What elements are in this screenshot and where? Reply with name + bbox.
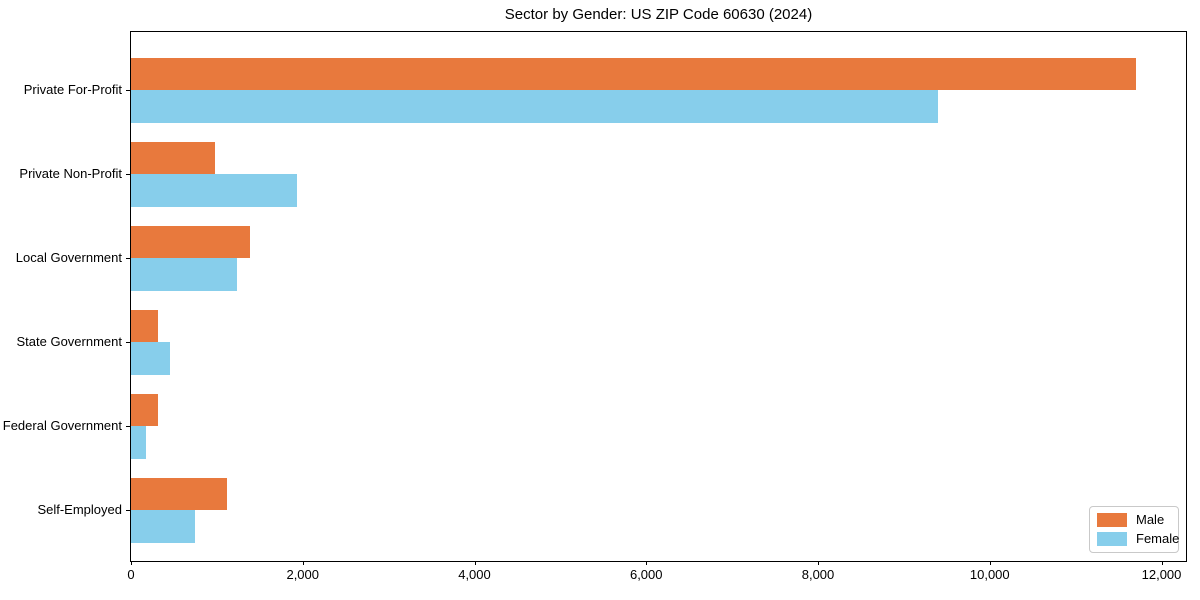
x-tick-mark — [1161, 561, 1163, 565]
legend-label-female: Female — [1136, 531, 1180, 546]
x-tick-label-2000: 2,000 — [286, 567, 320, 582]
x-tick-mark — [474, 561, 476, 565]
legend-item-female: Female — [1097, 532, 1179, 546]
y-tick-mark — [126, 258, 130, 259]
y-tick-mark — [126, 342, 130, 343]
y-tick-label-local-government: Local Government — [15, 250, 122, 265]
bar-male-federal-government — [131, 393, 159, 426]
x-tick-label-8000: 8,000 — [801, 567, 835, 582]
y-tick-label-state-government: State Government — [16, 334, 123, 349]
y-tick-mark — [126, 174, 130, 175]
bar-male-state-government — [131, 309, 158, 342]
bar-female-self-employed — [131, 510, 196, 543]
y-tick-label-private-for-profit: Private For-Profit — [23, 82, 122, 97]
bar-male-private-for-profit — [131, 57, 1136, 90]
x-tick-mark — [989, 561, 991, 565]
y-tick-mark — [126, 90, 130, 91]
chart-title: Sector by Gender: US ZIP Code 60630 (202… — [504, 6, 813, 23]
y-tick-label-federal-government: Federal Government — [2, 418, 122, 433]
x-tick-label-6000: 6,000 — [629, 567, 663, 582]
y-tick-mark — [126, 510, 130, 511]
bar-female-state-government — [131, 342, 170, 375]
x-tick-mark — [818, 561, 820, 565]
bar-female-federal-government — [131, 426, 146, 459]
x-tick-mark — [131, 561, 132, 565]
legend: Male Female — [1089, 506, 1179, 553]
y-tick-label-self-employed: Self-Employed — [37, 502, 122, 517]
legend-label-male: Male — [1136, 512, 1165, 527]
x-tick-mark — [302, 561, 304, 565]
legend-item-male: Male — [1097, 513, 1171, 527]
y-tick-label-private-non-profit: Private Non-Profit — [19, 166, 122, 181]
plot-area — [130, 31, 1187, 562]
x-tick-label-12000: 12,000 — [1141, 567, 1182, 582]
bar-female-private-for-profit — [131, 90, 939, 123]
y-tick-mark — [126, 426, 130, 427]
x-tick-label-0: 0 — [127, 567, 135, 582]
bar-female-local-government — [131, 258, 238, 291]
bar-male-private-non-profit — [131, 141, 216, 174]
bar-male-self-employed — [131, 477, 228, 510]
x-tick-label-4000: 4,000 — [458, 567, 491, 582]
x-tick-label-10000: 10,000 — [969, 567, 1010, 582]
legend-swatch-female — [1097, 532, 1127, 546]
bar-male-local-government — [131, 225, 250, 258]
bar-female-private-non-profit — [131, 174, 297, 207]
legend-swatch-male — [1097, 513, 1127, 527]
x-tick-mark — [646, 561, 648, 565]
